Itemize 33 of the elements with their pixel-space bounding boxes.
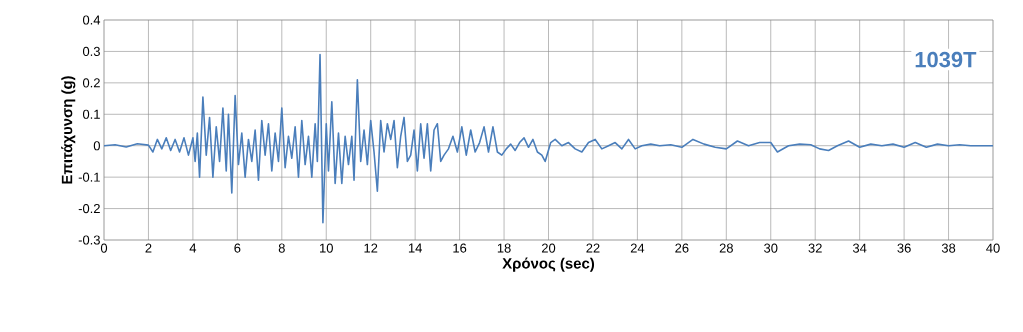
- x-tick-label: 22: [586, 243, 600, 253]
- x-tick-label: 30: [764, 243, 778, 253]
- y-tick-label: 0.4: [82, 15, 101, 25]
- x-tick-label: 26: [675, 243, 689, 253]
- x-tick-label: 40: [986, 243, 1000, 253]
- x-tick-label: 20: [541, 243, 556, 253]
- x-tick-label: 38: [941, 243, 956, 253]
- x-tick-label: 36: [897, 243, 911, 253]
- y-tick-label: -0.1: [78, 172, 100, 182]
- x-tick-label: 24: [630, 243, 645, 253]
- x-tick-label: 6: [234, 243, 241, 253]
- x-axis-title: Χρόνος (sec): [502, 257, 595, 272]
- x-tick-label: 4: [189, 243, 197, 253]
- line-series: [104, 53, 993, 224]
- x-tick-label: 18: [497, 243, 511, 253]
- y-tick-label: 0: [93, 141, 100, 151]
- x-tick-label: 2: [145, 243, 152, 253]
- x-tick-label: 32: [808, 243, 822, 253]
- x-tick-label: 16: [453, 243, 467, 253]
- x-tick-label: 8: [278, 243, 285, 253]
- y-tick-label: 0.1: [82, 109, 100, 119]
- y-tick-label: 0.3: [82, 46, 100, 57]
- y-tick-label: -0.2: [78, 203, 100, 214]
- y-tick-label: -0.3: [78, 235, 100, 245]
- annotation: 1039T: [915, 51, 977, 68]
- x-tick-label: 12: [364, 243, 378, 253]
- y-tick-label: 0.2: [82, 78, 100, 88]
- x-tick-label: 0: [100, 243, 108, 253]
- x-tick-label: 14: [408, 243, 422, 253]
- x-tick-label: 10: [320, 243, 333, 253]
- x-tick-label: 28: [719, 243, 733, 253]
- x-tick-label: 34: [852, 243, 867, 253]
- y-axis-title: Επιτάχυνση (g): [61, 76, 76, 184]
